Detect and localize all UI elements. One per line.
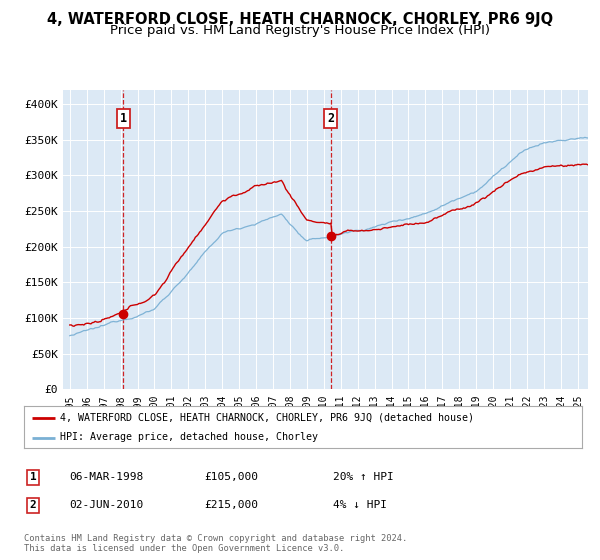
Text: £105,000: £105,000 — [204, 472, 258, 482]
Text: 02-JUN-2010: 02-JUN-2010 — [69, 500, 143, 510]
Text: 4, WATERFORD CLOSE, HEATH CHARNOCK, CHORLEY, PR6 9JQ (detached house): 4, WATERFORD CLOSE, HEATH CHARNOCK, CHOR… — [60, 413, 474, 423]
Text: 20% ↑ HPI: 20% ↑ HPI — [333, 472, 394, 482]
Text: 4% ↓ HPI: 4% ↓ HPI — [333, 500, 387, 510]
Text: HPI: Average price, detached house, Chorley: HPI: Average price, detached house, Chor… — [60, 432, 318, 442]
Text: 2: 2 — [328, 111, 334, 125]
Text: 1: 1 — [29, 472, 37, 482]
Text: 4, WATERFORD CLOSE, HEATH CHARNOCK, CHORLEY, PR6 9JQ: 4, WATERFORD CLOSE, HEATH CHARNOCK, CHOR… — [47, 12, 553, 27]
Text: Price paid vs. HM Land Registry's House Price Index (HPI): Price paid vs. HM Land Registry's House … — [110, 24, 490, 36]
Text: Contains HM Land Registry data © Crown copyright and database right 2024.
This d: Contains HM Land Registry data © Crown c… — [24, 534, 407, 553]
Text: 1: 1 — [120, 111, 127, 125]
Text: 06-MAR-1998: 06-MAR-1998 — [69, 472, 143, 482]
Text: 2: 2 — [29, 500, 37, 510]
Text: £215,000: £215,000 — [204, 500, 258, 510]
